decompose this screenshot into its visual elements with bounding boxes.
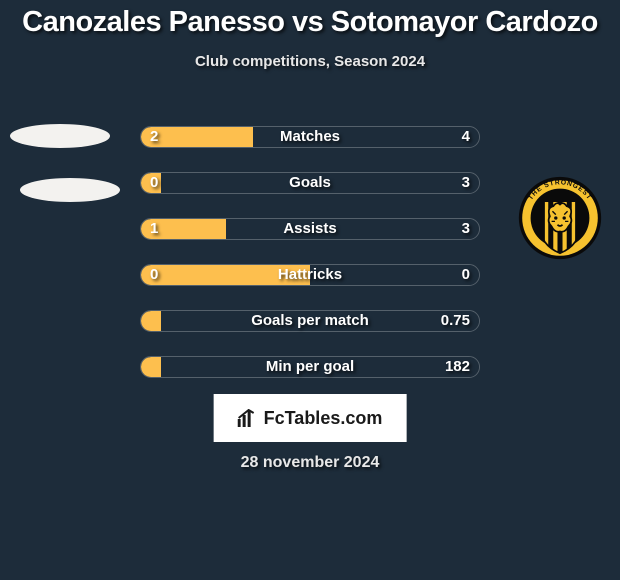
stat-value-right: 0.75	[441, 302, 470, 340]
stat-bar-right-fill	[161, 173, 479, 193]
stat-bar-track	[140, 218, 480, 240]
stat-bar-right-fill	[161, 311, 479, 331]
date-label: 28 november 2024	[0, 454, 620, 472]
stat-bar-right-fill	[253, 127, 479, 147]
stat-value-left: 0	[150, 256, 158, 294]
stat-value-right: 0	[462, 256, 470, 294]
page-title: Canozales Panesso vs Sotomayor Cardozo	[0, 0, 620, 39]
stat-bar-left-fill	[141, 357, 161, 377]
stat-row: Hattricks00	[140, 256, 480, 294]
stat-bar-left-fill	[141, 311, 161, 331]
stat-bar-left-fill	[141, 265, 310, 285]
stat-row: Goals per match0.75	[140, 302, 480, 340]
stat-value-left: 1	[150, 210, 158, 248]
stat-bar-track	[140, 310, 480, 332]
stat-row: Min per goal182	[140, 348, 480, 386]
comparison-card: Canozales Panesso vs Sotomayor Cardozo C…	[0, 0, 620, 580]
stat-bar-right-fill	[226, 219, 480, 239]
attribution-badge[interactable]: FcTables.com	[214, 394, 407, 442]
stat-row: Assists13	[140, 210, 480, 248]
stat-value-right: 182	[445, 348, 470, 386]
stat-bar-track	[140, 126, 480, 148]
stat-bar-track	[140, 356, 480, 378]
stat-value-left: 0	[150, 164, 158, 202]
stat-value-right: 4	[462, 118, 470, 156]
stat-value-right: 3	[462, 164, 470, 202]
stats-bars: Matches24Goals03Assists13Hattricks00Goal…	[0, 118, 620, 394]
subtitle: Club competitions, Season 2024	[0, 53, 620, 70]
stat-bar-track	[140, 264, 480, 286]
stat-bar-right-fill	[310, 265, 479, 285]
stat-value-right: 3	[462, 210, 470, 248]
stat-row: Goals03	[140, 164, 480, 202]
stat-bar-track	[140, 172, 480, 194]
stat-value-left: 2	[150, 118, 158, 156]
attribution-text: FcTables.com	[264, 408, 383, 429]
bar-chart-icon	[238, 409, 258, 427]
stat-row: Matches24	[140, 118, 480, 156]
stat-bar-right-fill	[161, 357, 479, 377]
